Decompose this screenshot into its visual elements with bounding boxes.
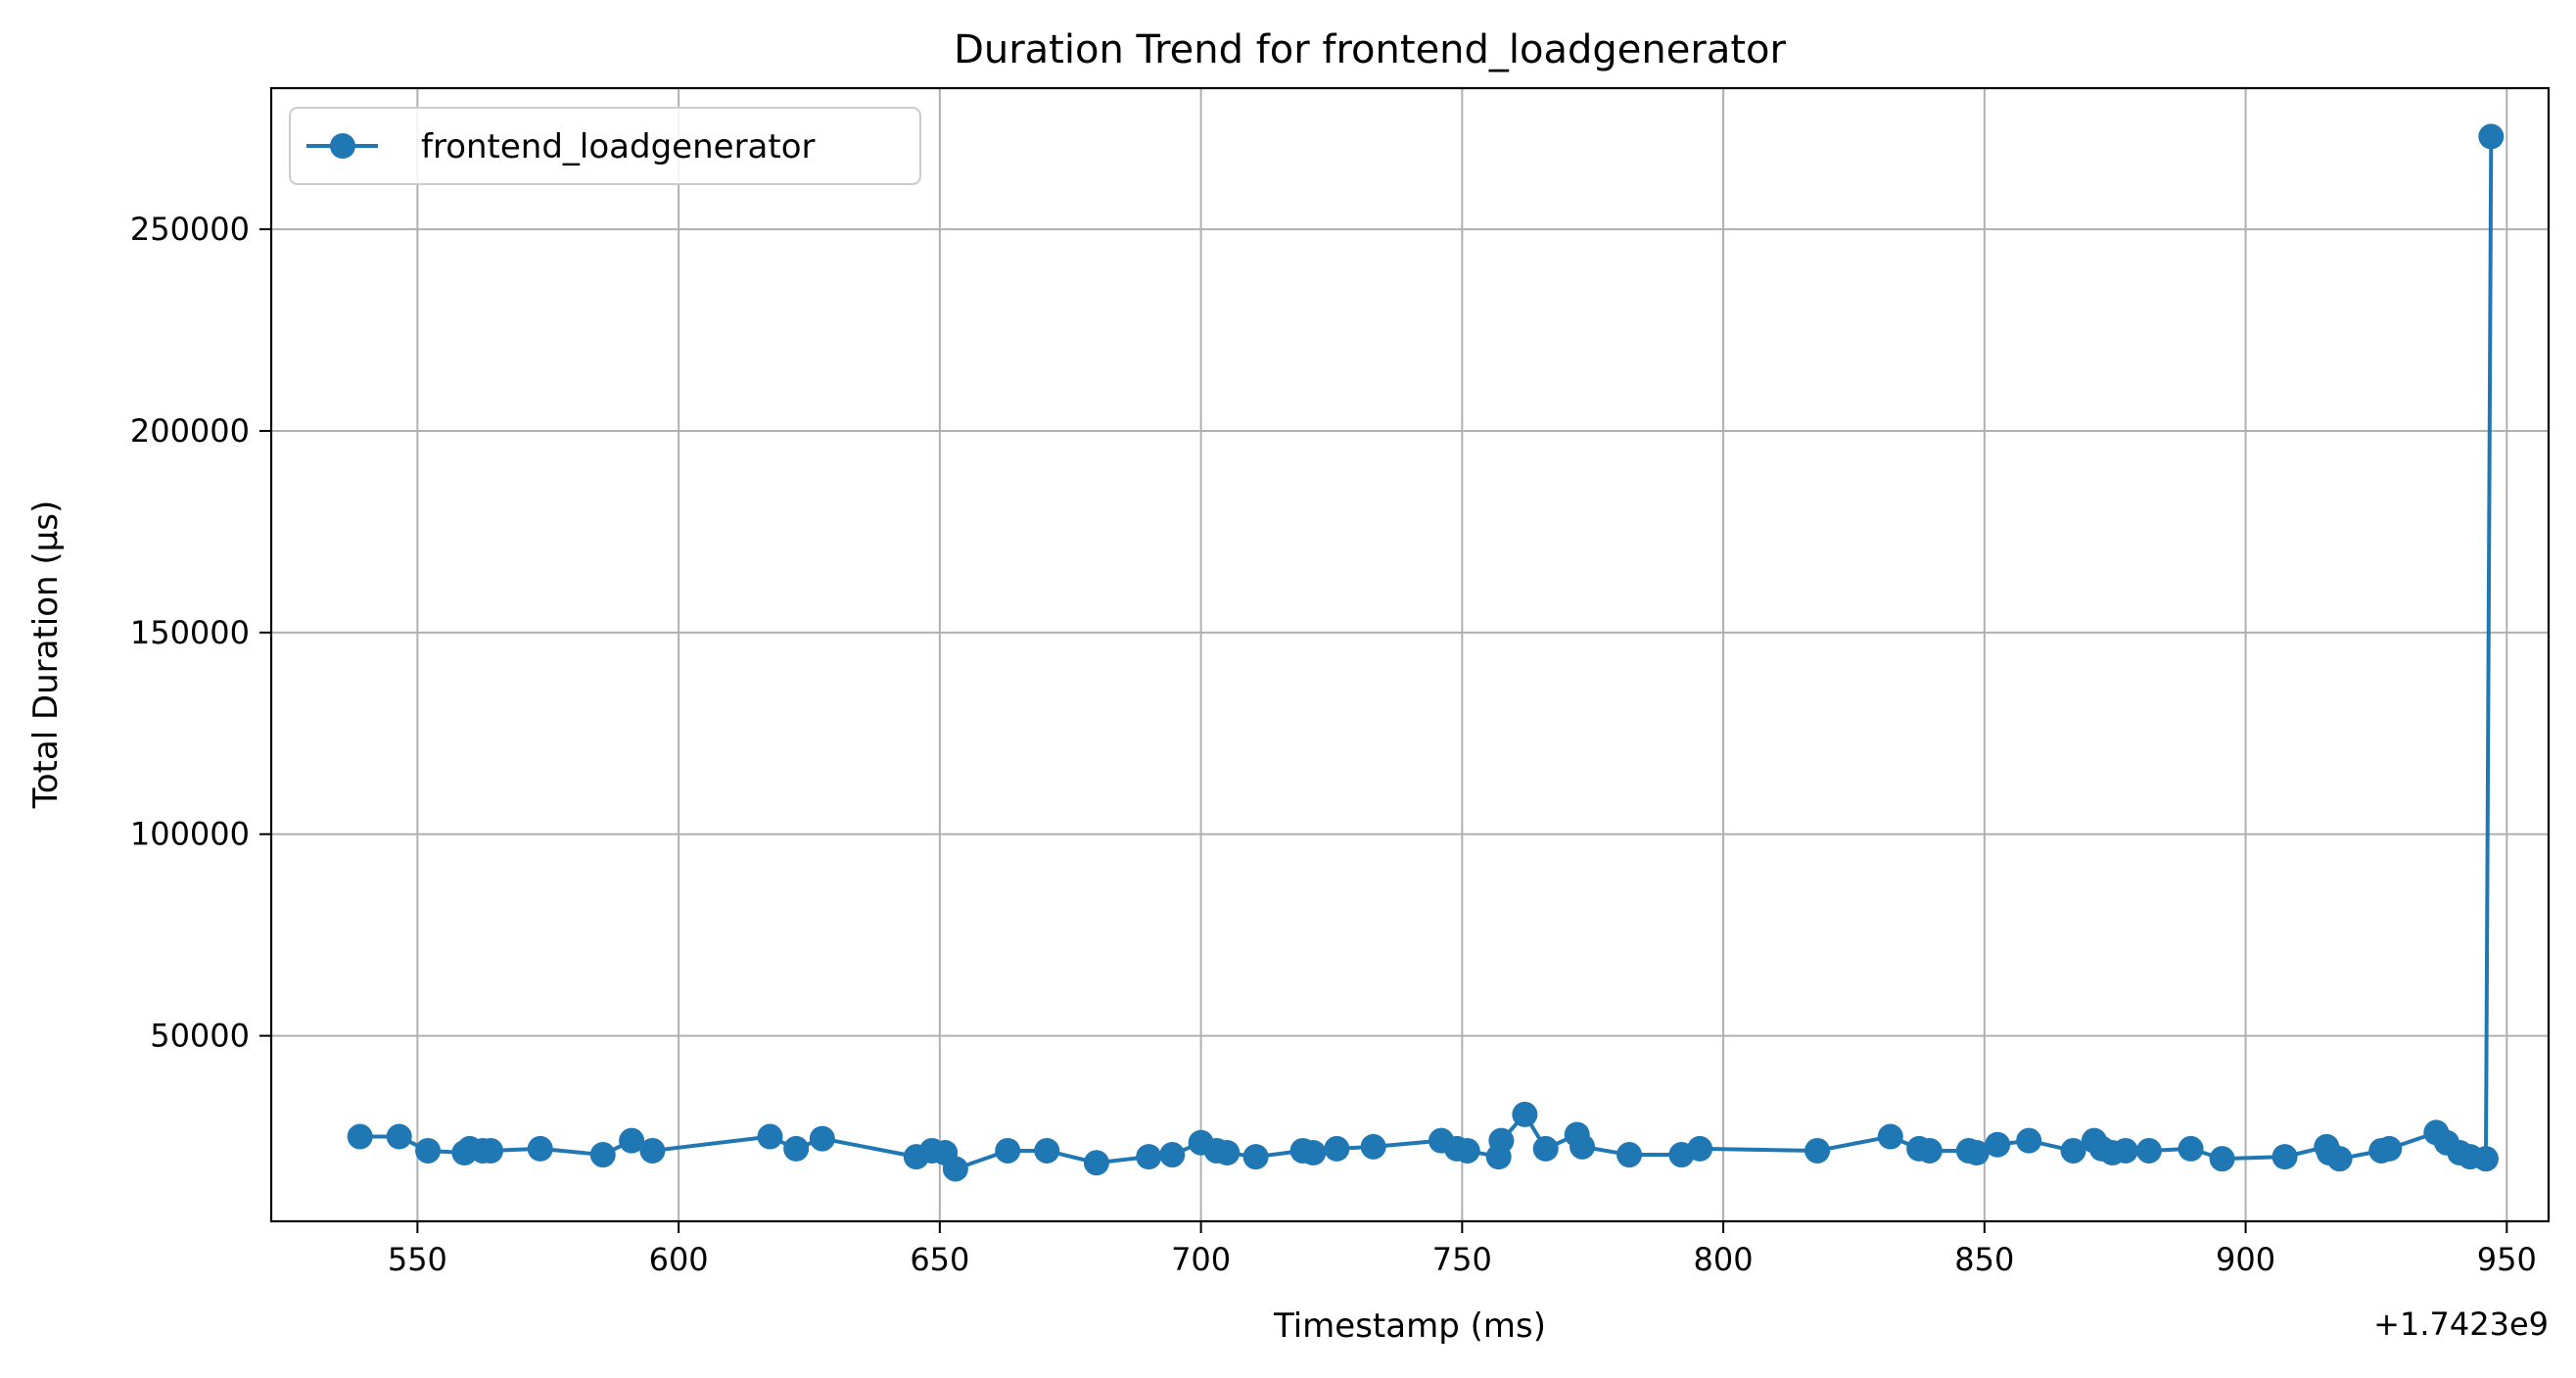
y-tick-label: 100000 — [130, 816, 250, 853]
data-point — [1083, 1150, 1109, 1176]
data-point — [639, 1137, 666, 1164]
data-point — [783, 1135, 810, 1162]
y-tick-label: 250000 — [130, 211, 250, 248]
data-point — [1034, 1137, 1060, 1164]
x-tick-label: 850 — [1954, 1241, 2014, 1278]
data-point — [1804, 1137, 1831, 1164]
data-point — [2272, 1144, 2298, 1170]
data-point — [2178, 1135, 2204, 1162]
legend-entry-label: frontend_loadgenerator — [421, 127, 816, 166]
y-axis-ticks: 50000 100000 150000 200000 250000 — [130, 211, 271, 1055]
data-point — [1242, 1144, 1269, 1170]
data-point — [347, 1123, 373, 1150]
data-point — [2209, 1146, 2235, 1172]
data-point — [1454, 1137, 1480, 1164]
data-point — [2472, 1146, 2499, 1172]
data-point — [1360, 1133, 1386, 1160]
y-axis-label: Total Duration (µs) — [26, 500, 66, 810]
data-point — [2478, 123, 2505, 150]
x-tick-label: 600 — [649, 1241, 709, 1278]
data-point — [415, 1137, 442, 1164]
data-point — [1616, 1142, 1643, 1168]
data-point — [589, 1142, 616, 1168]
data-point — [2135, 1137, 2162, 1164]
data-point — [1985, 1131, 2011, 1158]
data-point — [1488, 1127, 1515, 1154]
data-point — [1687, 1135, 1713, 1162]
data-point — [1877, 1123, 1903, 1150]
series-layer — [347, 123, 2505, 1182]
x-tick-label: 700 — [1171, 1241, 1231, 1278]
data-point — [1159, 1142, 1186, 1168]
data-point — [1963, 1140, 1990, 1166]
data-point — [2060, 1137, 2086, 1164]
data-point — [995, 1137, 1021, 1164]
data-point — [942, 1156, 968, 1182]
data-point — [809, 1125, 835, 1152]
data-point — [1916, 1137, 1943, 1164]
data-point — [386, 1123, 412, 1150]
x-tick-label: 550 — [388, 1241, 447, 1278]
data-point — [2016, 1127, 2042, 1154]
legend: frontend_loadgenerator — [289, 107, 921, 185]
data-point — [1512, 1101, 1538, 1127]
x-tick-label: 800 — [1694, 1241, 1754, 1278]
x-tick-label: 750 — [1432, 1241, 1492, 1278]
data-point — [2376, 1135, 2403, 1162]
y-tick-label: 50000 — [150, 1018, 250, 1055]
data-point — [1214, 1140, 1241, 1166]
grid-lines — [271, 88, 2549, 1221]
data-point — [1569, 1133, 1596, 1160]
x-axis-ticks: 550 600 650 700 750 800 850 900 950 — [388, 1221, 2537, 1278]
plot-frame — [269, 86, 2551, 1223]
data-point — [2326, 1146, 2353, 1172]
data-point — [1324, 1135, 1350, 1162]
data-point — [1532, 1135, 1559, 1162]
data-point — [478, 1137, 504, 1164]
data-point — [527, 1135, 553, 1162]
x-tick-label: 650 — [910, 1241, 969, 1278]
x-axis-label: Timestamp (ms) — [1273, 1307, 1546, 1346]
x-tick-label: 900 — [2216, 1241, 2275, 1278]
data-point — [1300, 1140, 1327, 1166]
data-point — [757, 1123, 783, 1150]
x-tick-label: 950 — [2477, 1241, 2537, 1278]
legend-box — [289, 107, 921, 185]
data-point — [2112, 1137, 2138, 1164]
y-tick-label: 200000 — [130, 412, 250, 450]
data-point — [619, 1127, 645, 1154]
y-tick-label: 150000 — [130, 614, 250, 651]
data-point — [1136, 1144, 1162, 1170]
chart-title: Duration Trend for frontend_loadgenerato… — [954, 27, 1786, 72]
legend-point-marker — [330, 133, 355, 159]
x-axis-offset: +1.7423e9 — [2373, 1306, 2549, 1343]
